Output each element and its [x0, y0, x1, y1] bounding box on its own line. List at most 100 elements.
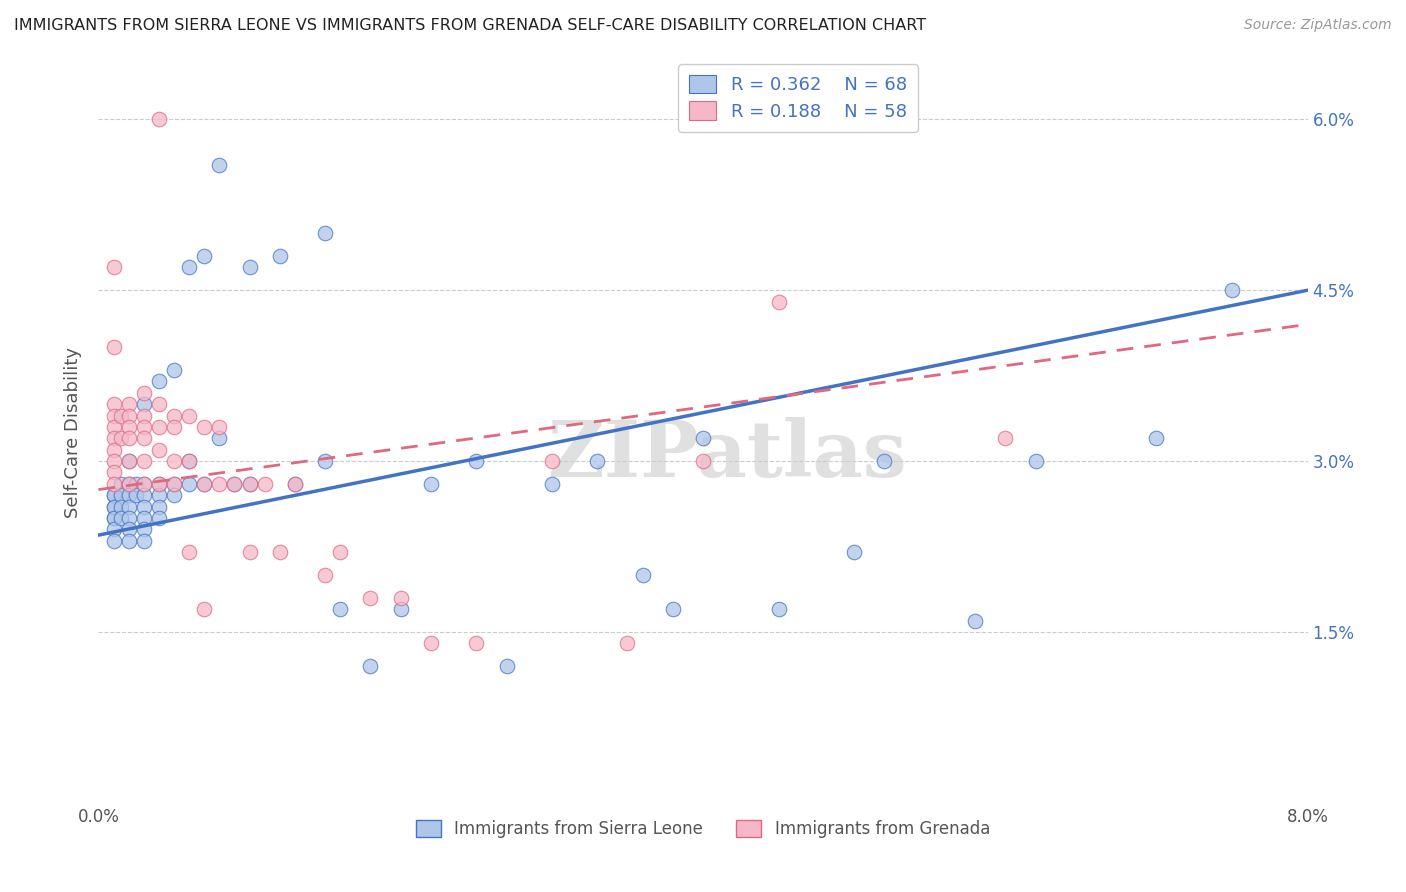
- Point: [465, 454, 488, 468]
- Point: [692, 431, 714, 445]
- Point: [103, 454, 125, 468]
- Point: [148, 476, 170, 491]
- Point: [239, 476, 262, 491]
- Point: [208, 476, 231, 491]
- Point: [1220, 283, 1243, 297]
- Point: [118, 454, 141, 468]
- Point: [692, 454, 714, 468]
- Point: [163, 420, 186, 434]
- Point: [103, 511, 125, 525]
- Point: [148, 397, 170, 411]
- Point: [873, 454, 896, 468]
- Point: [179, 454, 201, 468]
- Point: [193, 420, 215, 434]
- Point: [1146, 431, 1168, 445]
- Point: [269, 249, 291, 263]
- Point: [110, 488, 132, 502]
- Point: [103, 523, 125, 537]
- Point: [118, 409, 141, 423]
- Text: IMMIGRANTS FROM SIERRA LEONE VS IMMIGRANTS FROM GRENADA SELF-CARE DISABILITY COR: IMMIGRANTS FROM SIERRA LEONE VS IMMIGRAN…: [14, 18, 927, 33]
- Point: [193, 476, 215, 491]
- Point: [132, 409, 155, 423]
- Point: [208, 431, 231, 445]
- Point: [844, 545, 866, 559]
- Point: [224, 476, 246, 491]
- Point: [103, 397, 125, 411]
- Point: [768, 602, 790, 616]
- Point: [631, 568, 654, 582]
- Point: [179, 409, 201, 423]
- Point: [103, 409, 125, 423]
- Point: [132, 397, 155, 411]
- Point: [125, 476, 148, 491]
- Point: [103, 500, 125, 514]
- Point: [179, 545, 201, 559]
- Point: [284, 476, 307, 491]
- Point: [163, 363, 186, 377]
- Point: [193, 602, 215, 616]
- Point: [163, 476, 186, 491]
- Point: [314, 227, 336, 241]
- Point: [329, 602, 352, 616]
- Point: [965, 614, 987, 628]
- Point: [269, 545, 291, 559]
- Point: [661, 602, 683, 616]
- Point: [132, 488, 155, 502]
- Point: [103, 511, 125, 525]
- Point: [132, 476, 155, 491]
- Point: [148, 420, 170, 434]
- Point: [110, 409, 132, 423]
- Point: [420, 636, 443, 650]
- Point: [253, 476, 276, 491]
- Point: [103, 260, 125, 275]
- Point: [103, 431, 125, 445]
- Point: [179, 260, 201, 275]
- Point: [768, 294, 790, 309]
- Point: [132, 533, 155, 548]
- Point: [163, 488, 186, 502]
- Point: [314, 568, 336, 582]
- Point: [132, 523, 155, 537]
- Point: [329, 545, 352, 559]
- Point: [118, 533, 141, 548]
- Point: [314, 454, 336, 468]
- Point: [118, 500, 141, 514]
- Point: [132, 500, 155, 514]
- Point: [239, 260, 262, 275]
- Point: [284, 476, 307, 491]
- Point: [118, 488, 141, 502]
- Point: [148, 500, 170, 514]
- Point: [132, 431, 155, 445]
- Point: [118, 420, 141, 434]
- Point: [239, 476, 262, 491]
- Point: [1025, 454, 1047, 468]
- Point: [163, 409, 186, 423]
- Point: [132, 511, 155, 525]
- Point: [163, 454, 186, 468]
- Point: [110, 476, 132, 491]
- Point: [132, 385, 155, 400]
- Point: [148, 476, 170, 491]
- Point: [495, 659, 517, 673]
- Y-axis label: Self-Care Disability: Self-Care Disability: [65, 347, 83, 518]
- Point: [110, 431, 132, 445]
- Point: [616, 636, 638, 650]
- Point: [118, 511, 141, 525]
- Point: [132, 476, 155, 491]
- Point: [148, 112, 170, 127]
- Point: [179, 476, 201, 491]
- Point: [389, 602, 412, 616]
- Point: [360, 659, 382, 673]
- Point: [163, 476, 186, 491]
- Point: [239, 545, 262, 559]
- Text: ZIPatlas: ZIPatlas: [547, 417, 907, 493]
- Point: [118, 397, 141, 411]
- Point: [103, 466, 125, 480]
- Point: [360, 591, 382, 605]
- Point: [179, 454, 201, 468]
- Point: [118, 454, 141, 468]
- Point: [118, 523, 141, 537]
- Point: [465, 636, 488, 650]
- Point: [132, 420, 155, 434]
- Point: [148, 488, 170, 502]
